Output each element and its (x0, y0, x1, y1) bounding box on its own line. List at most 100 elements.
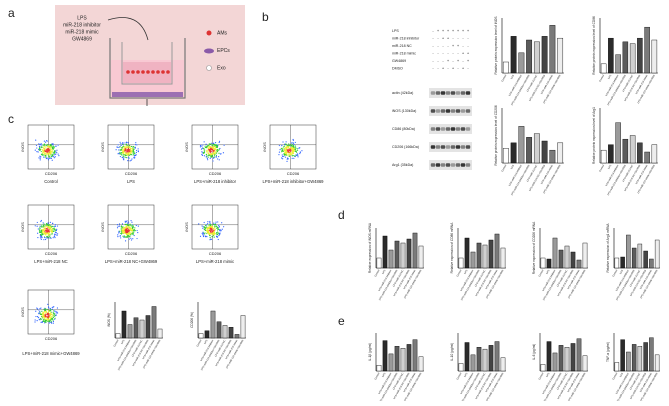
blot-band (445, 91, 451, 95)
event-dot (211, 231, 213, 233)
bar (631, 344, 637, 372)
event-dot (45, 223, 48, 225)
event-dot (40, 235, 43, 237)
bar (464, 342, 470, 372)
event-dot (45, 319, 48, 321)
panel-letter: c (8, 112, 14, 126)
event-dot (127, 146, 129, 148)
event-dot (206, 152, 208, 154)
event-dot (285, 152, 287, 154)
blot-bg (429, 106, 472, 116)
event-dot (125, 146, 127, 148)
event-dot (203, 148, 205, 150)
event-dot (132, 231, 134, 233)
event-dot (130, 154, 133, 156)
blot-band (430, 163, 436, 167)
legend-label: AMs (217, 30, 228, 36)
event-dot (127, 151, 129, 153)
x-tick-label: Control (456, 269, 463, 278)
event-dot (55, 314, 57, 317)
event-dot (214, 152, 217, 154)
sign: - (432, 28, 434, 33)
event-dot (213, 229, 215, 232)
bar (510, 36, 517, 74)
event-dot (44, 230, 46, 232)
event-dot (127, 142, 129, 144)
flow-caption: Control (44, 179, 58, 184)
bar (541, 140, 548, 164)
event-dot (51, 147, 53, 149)
blot-band (460, 109, 466, 113)
event-dot (123, 156, 125, 158)
event-dot (47, 223, 49, 226)
event-dot (132, 227, 134, 230)
event-dot (120, 237, 122, 239)
event-dot (41, 231, 43, 233)
bar (382, 340, 388, 372)
event-dot (210, 224, 212, 227)
event-dot (46, 231, 48, 233)
event-dot (42, 152, 44, 154)
bar (600, 63, 607, 74)
x-tick-label: LPS (382, 269, 387, 275)
event-dot (294, 141, 296, 144)
x-tick-label: Control (113, 339, 120, 348)
bar (615, 54, 621, 74)
panel-letter: b (262, 10, 269, 24)
event-dot (283, 145, 285, 147)
bar (376, 365, 382, 372)
event-dot (291, 143, 293, 145)
event-dot (133, 234, 135, 237)
event-dot (212, 144, 214, 146)
event-dot (51, 308, 53, 311)
flow-x-label: CD206 (209, 171, 222, 176)
event-dot (289, 144, 291, 146)
event-dot (125, 231, 127, 233)
blot-band (430, 109, 436, 113)
flow-x-label: CD206 (287, 171, 300, 176)
event-dot (213, 148, 216, 150)
event-dot (281, 154, 283, 156)
bar (546, 258, 552, 269)
event-dot (216, 150, 218, 152)
treatment-label: miR-218 inhibitor (63, 22, 101, 28)
event-dot (41, 317, 43, 319)
event-dot (288, 145, 290, 148)
event-dot (48, 227, 50, 229)
event-dot (119, 230, 121, 232)
event-dot (290, 147, 292, 150)
event-dot (221, 222, 223, 224)
event-dot (129, 236, 131, 238)
event-dot (205, 153, 208, 156)
event-dot (286, 158, 288, 160)
event-dot (132, 224, 134, 226)
event-dot (51, 233, 53, 235)
event-dot (129, 146, 131, 148)
event-dot (126, 236, 128, 239)
event-dot (124, 142, 126, 144)
bar (564, 347, 570, 372)
event-dot (288, 154, 290, 156)
flow-y-label: iNOS (262, 142, 267, 152)
event-dot (132, 233, 134, 236)
x-tick-label: Control (456, 372, 463, 381)
event-dot (214, 223, 217, 225)
event-dot (291, 148, 294, 151)
event-dot (207, 223, 209, 225)
insert (121, 42, 173, 85)
event-dot (50, 309, 52, 311)
event-dot (130, 148, 132, 150)
bar (406, 344, 412, 372)
event-dot (215, 145, 217, 147)
event-dot (285, 141, 287, 143)
event-dot (207, 231, 209, 233)
event-dot (207, 230, 209, 232)
event-dot (47, 230, 49, 232)
blot-band (460, 163, 466, 167)
event-dot (292, 142, 294, 144)
blot-band (440, 91, 446, 95)
flow-x-label: CD206 (45, 171, 58, 176)
event-dot (217, 224, 220, 226)
sign: - (452, 58, 454, 63)
sign: + (457, 28, 460, 33)
